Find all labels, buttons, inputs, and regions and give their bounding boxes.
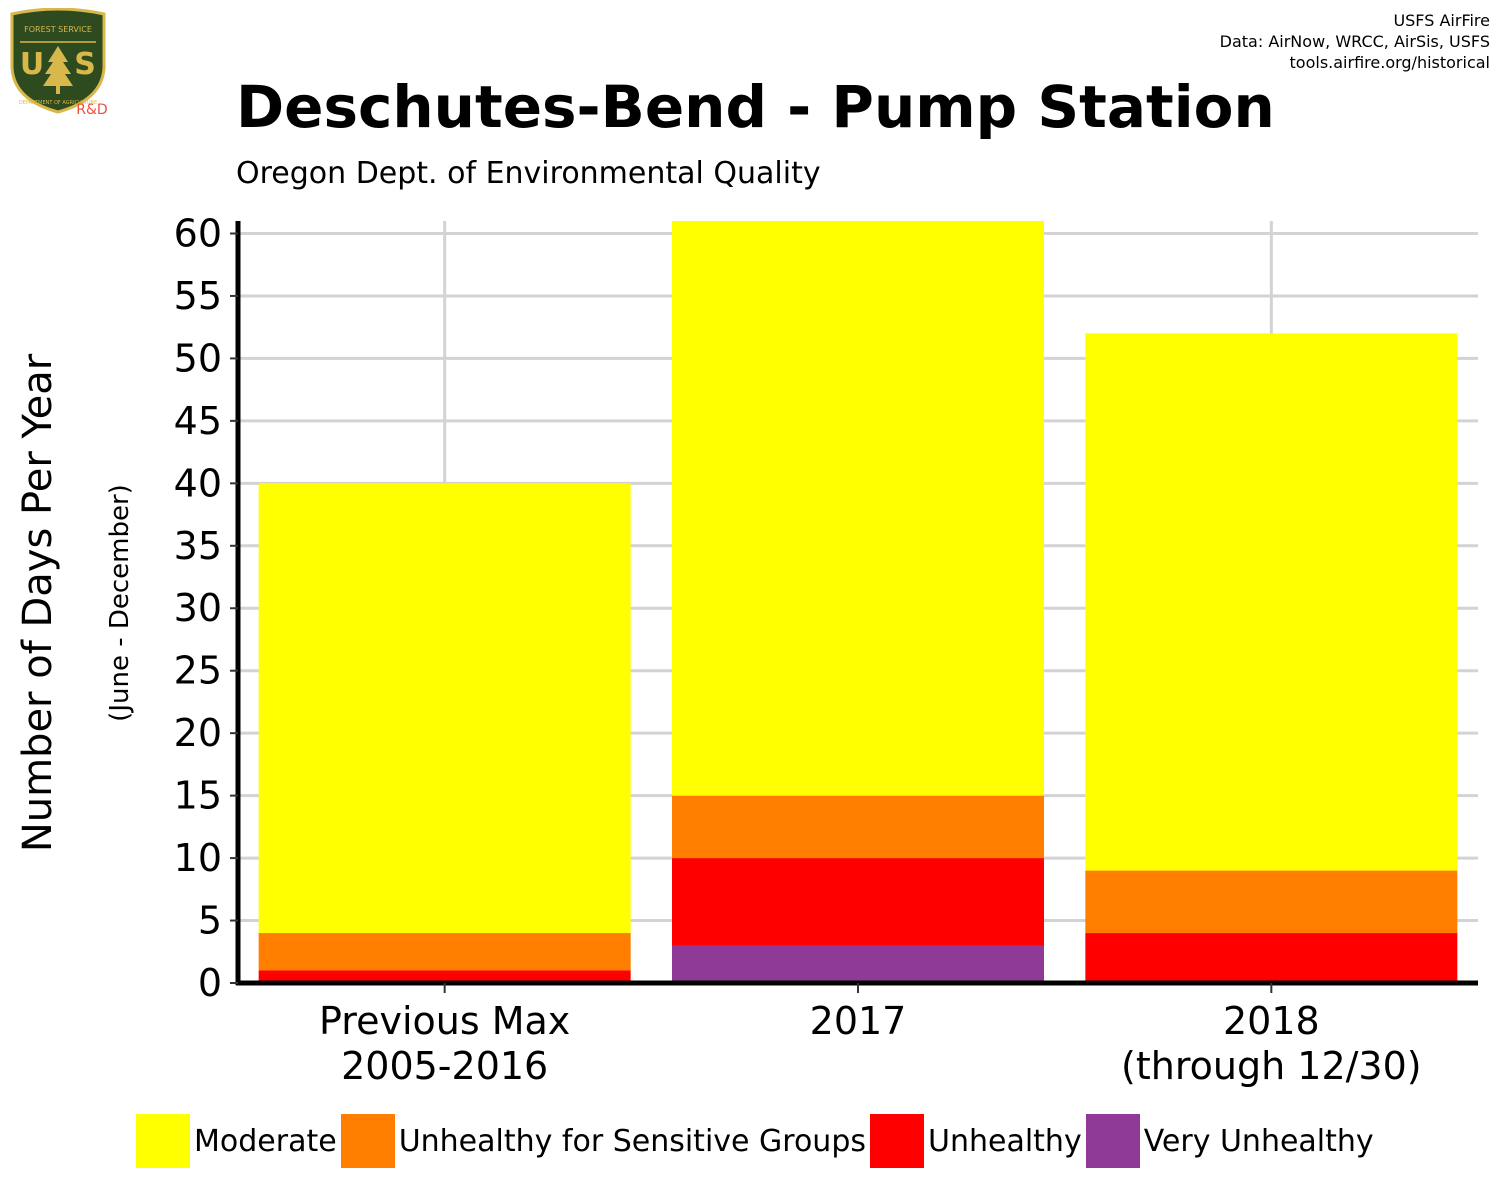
y-tick-label: 45 <box>174 399 222 443</box>
y-tick-label: 50 <box>174 336 222 380</box>
y-tick-label: 30 <box>174 586 222 630</box>
legend-item: Very Unhealthy <box>1085 1114 1374 1168</box>
chart-title: Deschutes-Bend - Pump Station <box>236 73 1275 141</box>
bar-segment <box>1085 870 1458 934</box>
bar-segment <box>1085 933 1458 983</box>
legend-label: Moderate <box>194 1123 337 1159</box>
logo-rd-tag: R&D <box>76 102 107 116</box>
x-tick-label: 2005-2016 <box>341 1044 548 1088</box>
bar-segment <box>1085 333 1458 871</box>
bar-segment <box>258 483 631 934</box>
bar-segment <box>672 795 1044 859</box>
credits: USFS AirFire Data: AirNow, WRCC, AirSis,… <box>1220 10 1490 73</box>
legend-item: Unhealthy <box>870 1114 1082 1168</box>
y-tick-label: 35 <box>174 524 222 568</box>
legend-swatch <box>136 1114 190 1168</box>
legend-label: Very Unhealthy <box>1143 1123 1374 1159</box>
y-tick-label: 60 <box>174 211 222 255</box>
y-tick-label: 55 <box>174 274 222 318</box>
legend-swatch <box>1085 1114 1140 1168</box>
legend-label: Unhealthy <box>928 1123 1082 1159</box>
x-tick-label: (through 12/30) <box>1121 1044 1422 1088</box>
forest-service-logo: FOREST SERVICE U S DEPARTMENT OF AGRICUL… <box>10 8 108 116</box>
logo-dept-text: DEPARTMENT OF AGRICULTURE <box>19 100 97 106</box>
bar-segment <box>672 221 1044 796</box>
chart-legend: Moderate Unhealthy for Sensitive Groups Un… <box>136 1113 1378 1169</box>
tree-icon <box>43 46 73 86</box>
credits-line-3: tools.airfire.org/historical <box>1289 53 1490 72</box>
x-tick-label: 2018 <box>1223 999 1320 1043</box>
legend-swatch <box>340 1114 395 1168</box>
legend-swatch <box>870 1114 924 1168</box>
credits-line-1: USFS AirFire <box>1393 11 1490 30</box>
bar-segment <box>258 970 631 983</box>
y-tick-label: 10 <box>174 836 222 880</box>
y-tick-label: 20 <box>174 711 222 755</box>
bar-segment <box>672 945 1044 983</box>
x-tick-label: Previous Max <box>319 999 570 1043</box>
legend-label: Unhealthy for Sensitive Groups <box>398 1123 866 1159</box>
bar-segment <box>258 933 631 971</box>
y-tick-label: 15 <box>174 774 222 818</box>
credits-line-2: Data: AirNow, WRCC, AirSis, USFS <box>1219 32 1490 51</box>
legend-item: Moderate <box>136 1114 337 1168</box>
bar-segment <box>672 858 1044 946</box>
logo-agency-text: FOREST SERVICE <box>24 25 92 34</box>
logo-letter-s: S <box>74 47 96 82</box>
logo-letter-u: U <box>20 47 44 82</box>
x-tick-label: 2017 <box>810 999 907 1043</box>
y-tick-label: 0 <box>198 961 222 1005</box>
legend-item: Unhealthy for Sensitive Groups <box>340 1114 866 1168</box>
y-tick-label: 25 <box>174 649 222 693</box>
y-tick-label: 40 <box>174 461 222 505</box>
chart-subtitle: Oregon Dept. of Environmental Quality <box>236 156 821 191</box>
y-tick-label: 5 <box>198 899 222 943</box>
